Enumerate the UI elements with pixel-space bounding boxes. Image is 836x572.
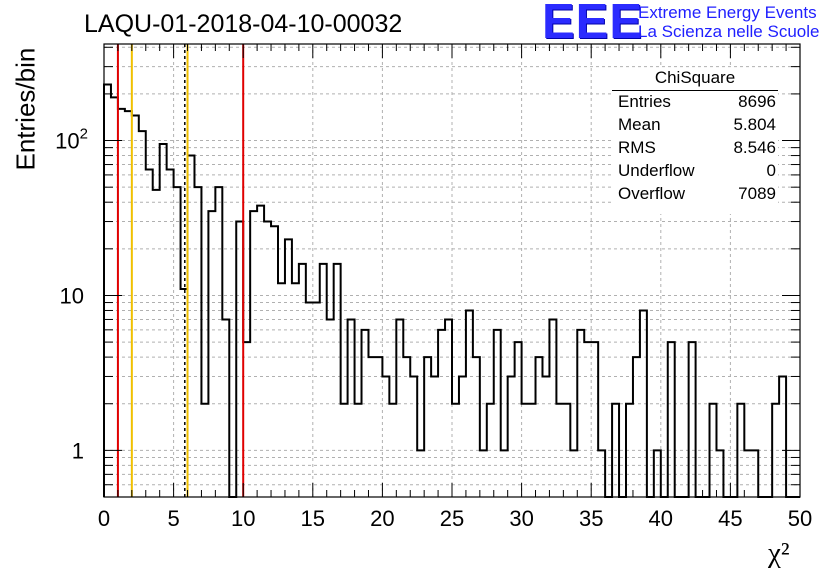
stats-value: 7089	[738, 184, 776, 203]
axis-tick-labels: 0 5 10 15 20 25 30 35 40 45 50 1 10 102	[55, 126, 812, 531]
stats-key: Mean	[618, 115, 661, 134]
stats-value: 8.546	[733, 138, 776, 157]
y-tick-label: 1	[72, 438, 84, 463]
y-axis-label: Entries/bin	[10, 47, 41, 171]
stats-value: 8696	[738, 92, 776, 111]
x-tick-label: 15	[301, 506, 325, 531]
x-tick-label: 40	[649, 506, 673, 531]
logo-line-2: La Scienza nelle Scuole	[638, 22, 820, 41]
stats-title: ChiSquare	[612, 68, 778, 91]
reference-lines	[116, 44, 245, 497]
stats-key: RMS	[618, 138, 656, 157]
histogram	[103, 83, 800, 498]
x-tick-label: 45	[718, 506, 742, 531]
stats-row-underflow: Underflow 0	[618, 161, 776, 183]
stats-value: 5.804	[733, 115, 776, 134]
x-tick-label: 20	[370, 506, 394, 531]
x-tick-label: 0	[98, 506, 110, 531]
y-tick-label: 10	[60, 283, 84, 308]
stats-row-rms: RMS 8.546	[618, 138, 776, 160]
stats-row-overflow: Overflow 7089	[618, 184, 776, 206]
logo-line-1: Extreme Energy Events	[638, 3, 817, 22]
stats-row-entries: Entries 8696	[618, 92, 776, 114]
x-tick-label: 35	[579, 506, 603, 531]
x-tick-label: 5	[167, 506, 179, 531]
stats-box: ChiSquare Entries 8696 Mean 5.804 RMS 8.…	[612, 68, 778, 214]
logo-mark: EEE	[542, 0, 644, 49]
x-tick-label: 30	[509, 506, 533, 531]
stats-row-mean: Mean 5.804	[618, 115, 776, 137]
stats-key: Overflow	[618, 184, 686, 203]
stats-key: Entries	[618, 92, 671, 111]
x-axis-label: χ²	[768, 537, 790, 569]
x-tick-label: 10	[231, 506, 255, 531]
x-tick-label: 25	[440, 506, 464, 531]
histogram-series	[103, 83, 800, 498]
stats-key: Underflow	[618, 161, 695, 180]
stats-value: 0	[766, 161, 776, 180]
x-tick-label: 50	[788, 506, 812, 531]
run-title: LAQU-01-2018-04-10-00032	[84, 10, 403, 38]
y-tick-label: 102	[55, 126, 88, 154]
axis-ticks	[103, 44, 801, 498]
